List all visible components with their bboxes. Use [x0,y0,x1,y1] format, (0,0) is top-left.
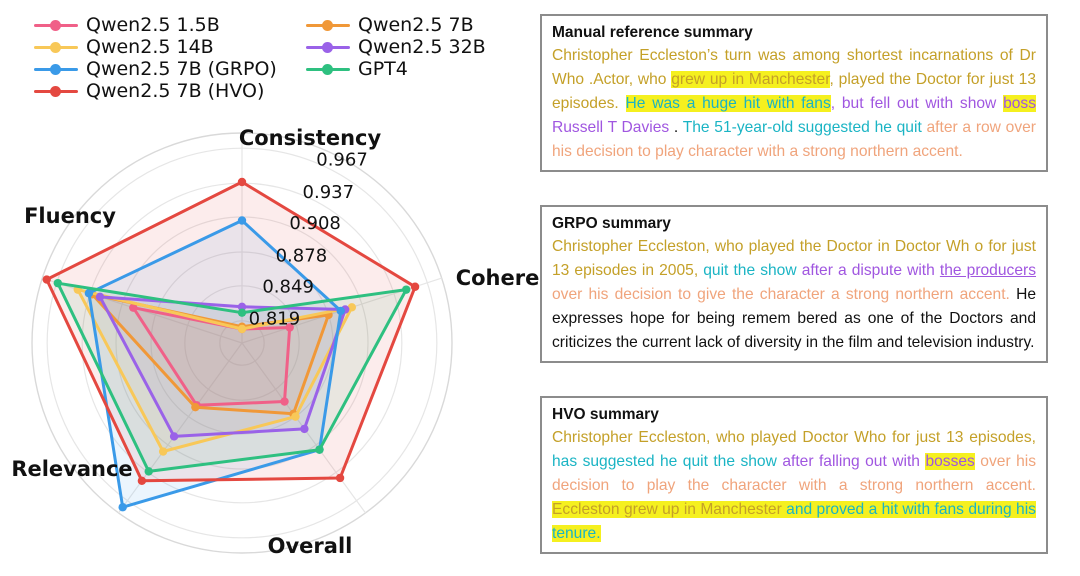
axis-label: Fluency [24,204,116,228]
text-segment: over his decision to give the character … [552,286,1017,303]
series-point [53,278,63,288]
legend-label: GPT4 [358,58,408,80]
text-segment: , but fell out with show [830,95,1004,112]
radial-tick-label: 0.849 [262,276,314,297]
series-point [237,302,247,312]
highlighted-text-segment: bosses [925,453,975,470]
series-point [237,216,247,225]
axis-label: Coherence [456,266,540,290]
series-line [98,295,347,438]
series-point [402,285,411,294]
series-fill [57,283,407,472]
legend-label: Qwen2.5 32B [358,36,486,58]
legend-marker [34,64,78,75]
radial-tick-label: 0.819 [249,309,301,330]
text-segment: quit the show [703,262,802,279]
series-point [237,177,247,187]
highlighted-text-segment: He was a huge hit with fans [625,95,831,112]
text-segment: has suggested he quit the show [552,453,783,470]
highlighted-text-segment: boss [1003,95,1037,112]
highlighted-text-segment: grew up in Manchester [671,71,830,88]
series-line [45,180,417,483]
text-segment: Christopher Eccleston, who played Doctor… [552,429,1036,446]
box-title: Manual reference summary [552,24,753,41]
legend-marker [34,86,78,97]
series-point [237,308,247,317]
series-point [285,323,294,332]
legend-marker [306,20,350,31]
legend-marker [34,42,78,53]
summary-text: Christopher Eccleston’s turn was among s… [552,44,1037,164]
series-point [347,303,357,312]
series-point [237,324,247,334]
series-point [42,275,51,284]
text-segment: He expresses hope for being remem bered … [552,286,1036,351]
legend-label: Qwen2.5 14B [86,36,214,58]
legend-marker [306,42,350,53]
text-segment: Russell T Davies [552,119,674,136]
series-point [291,412,300,421]
radial-tick-label: 0.937 [303,182,355,203]
series-point [144,467,153,476]
series-point [158,447,168,456]
legend-marker [306,64,350,75]
radar-spoke [118,342,243,514]
text-segment: , played the Doctor for just 13 episodes… [552,71,1036,112]
series-point [336,306,345,316]
series-point [137,476,147,486]
radial-tick-label: 0.908 [289,213,341,234]
text-segment: Christopher Eccleston’s turn was among s… [552,47,1036,88]
legend-label: Qwen2.5 7B [358,14,474,36]
legend-label: Qwen2.5 1.5B [86,14,220,36]
series-point [129,303,138,312]
summary-text: Christopher Eccleston, who played Doctor… [552,426,1036,546]
text-segment: over his decision to play the character … [552,453,1037,494]
series-point [84,289,94,298]
series-line [131,306,292,407]
text-segment: The 51-year-old suggested he quit [682,119,927,136]
axis-label: Relevance [11,457,132,481]
text-segment: . [673,119,683,136]
manual-reference-summary-box: Manual reference summary Christopher Ecc… [540,14,1048,172]
summary-text: Christopher Eccleston, who played the Do… [552,235,1036,355]
text-segment: Christopher Eccleston, who played the Do… [552,238,1036,279]
text-segment: after a dispute with [801,262,940,279]
radial-tick-label: 0.967 [316,150,368,171]
series-point [300,424,309,434]
text-segment: after a row over his decision to play ch… [552,119,1036,160]
legend-label: Qwen2.5 7B (GRPO) [86,58,277,80]
series-point [410,282,420,291]
series-point [335,473,345,483]
radar-chart-panel: 0.819 0.849 0.878 0.908 0.937 0.967 Consistenc… [11,14,540,558]
series-fill [133,307,290,406]
series-point [280,397,289,406]
hvo-summary-box: HVO summary Christopher Eccleston, who p… [540,396,1048,554]
radial-tick-label: 0.878 [276,245,328,266]
radar-chart: 0.819 0.849 0.878 0.908 0.937 0.967Consistenc… [11,126,540,558]
axis-label: Consistency [239,126,382,150]
box-title: HVO summary [552,406,659,423]
series-point [315,445,324,454]
series-point [118,503,127,512]
grpo-summary-box: GRPO summary Christopher Eccleston, who … [540,205,1048,363]
text-segment: the producers [939,262,1036,279]
legend-label: Qwen2.5 7B (HVO) [86,80,265,102]
text-segment: after falling out with [782,453,926,470]
series-point [191,402,200,412]
axis-label: Overall [268,534,353,558]
series-point [95,292,105,302]
series-fill [88,220,341,508]
series-point [169,432,179,441]
box-title: GRPO summary [552,215,671,232]
legend-marker [34,20,78,31]
highlighted-text-segment: Eccleston grew up in Manchester [552,501,782,518]
series-line [56,281,408,473]
